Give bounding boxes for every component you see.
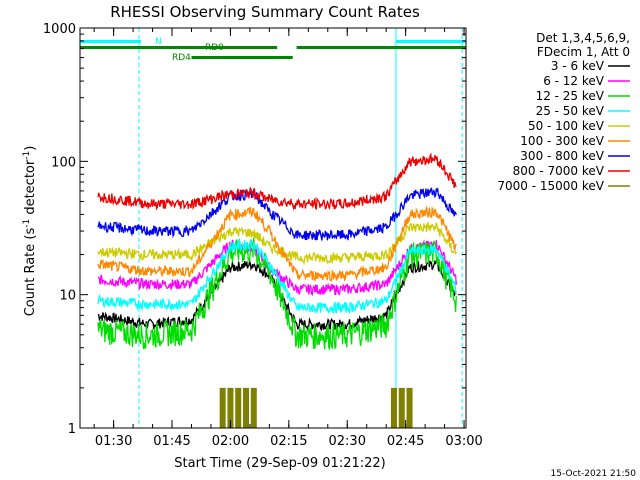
chart-title: RHESSI Observing Summary Count Rates	[110, 3, 420, 21]
x-tick-label: 02:30	[329, 434, 366, 449]
x-tick-label: 03:00	[445, 434, 482, 449]
series-bar	[398, 387, 405, 428]
x-tick-label: 02:45	[387, 434, 424, 449]
y-tick-label: 100	[51, 155, 76, 170]
legend-label: 25 - 50 keV	[536, 104, 605, 118]
x-tick-label: 01:30	[95, 434, 132, 449]
legend-label: 800 - 7000 keV	[513, 164, 605, 178]
series-line	[97, 205, 457, 282]
flag-label: RD4	[172, 53, 191, 63]
axes: 1 10 100 1000 01:30 01:45 02:00 02:15 02:30 02:45…	[43, 22, 483, 449]
flag-bar	[80, 46, 278, 49]
series-bar	[219, 387, 226, 428]
series-line	[97, 186, 457, 241]
legend-label: 50 - 100 keV	[528, 119, 605, 133]
flag-bar	[296, 46, 466, 49]
legend-label: 6 - 12 keV	[543, 74, 605, 88]
series-bar	[243, 387, 250, 428]
x-tick-label: 02:15	[270, 434, 307, 449]
x-axis-label: Start Time (29-Sep-09 01:21:22)	[174, 456, 385, 471]
status-flags: N RD0 RD4	[80, 37, 466, 63]
legend-label: 3 - 6 keV	[551, 59, 605, 73]
legend-label: 12 - 25 keV	[536, 89, 605, 103]
series-line	[97, 221, 457, 266]
legend-label: 300 - 800 keV	[520, 149, 604, 163]
series-bar	[390, 387, 397, 428]
x-tick-label: 01:45	[153, 434, 190, 449]
flag-label: RD0	[205, 43, 224, 53]
y-tick-label: 10	[59, 289, 76, 304]
flag-bar	[191, 56, 293, 59]
series-line	[97, 239, 457, 297]
series-bar	[235, 387, 242, 428]
legend-header: FDecim 1, Att 0	[537, 45, 630, 59]
series-bar	[227, 387, 234, 428]
legend-label: 7000 - 15000 keV	[497, 179, 604, 193]
series-line	[97, 237, 457, 351]
flag-bar	[80, 40, 141, 43]
series-bar	[250, 387, 257, 428]
y-tick-label: 1	[68, 422, 76, 437]
flag-bar	[395, 40, 466, 43]
legend-header: Det 1,3,4,5,6,9,	[536, 31, 630, 45]
x-tick-label: 02:00	[212, 434, 249, 449]
series-line	[97, 239, 457, 314]
series-bar	[406, 387, 413, 428]
flag-label: N	[155, 37, 162, 47]
y-tick-label: 1000	[43, 22, 76, 37]
series-line	[97, 152, 457, 211]
plot-area	[97, 28, 463, 428]
plot-frame	[79, 27, 467, 429]
legend: Det 1,3,4,5,6,9,FDecim 1, Att 03 - 6 keV…	[497, 31, 630, 193]
y-axis-label: Count Rate (s-1 detector-1)	[22, 146, 38, 317]
legend-label: 100 - 300 keV	[520, 134, 604, 148]
footer-timestamp: 15-Oct-2021 21:50	[551, 469, 637, 479]
